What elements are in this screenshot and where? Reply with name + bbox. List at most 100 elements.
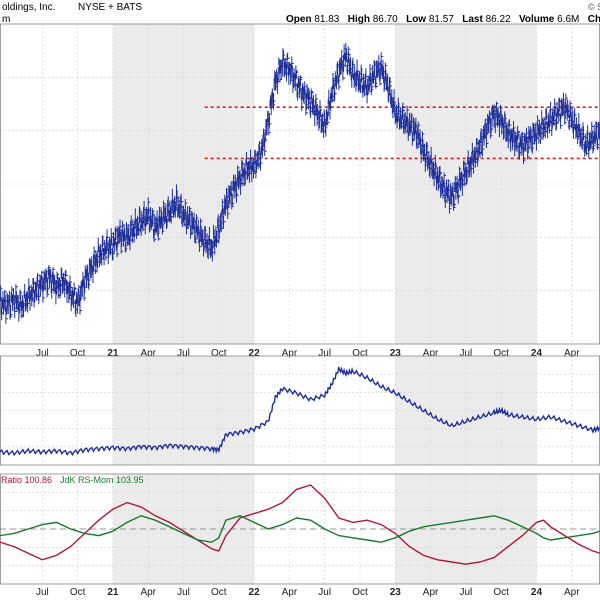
price-bar — [120, 240, 124, 254]
price-bar — [504, 114, 508, 125]
price-bar — [470, 160, 474, 178]
price-xtick-0: Jul — [36, 348, 49, 359]
price-bar — [593, 135, 596, 151]
price-bar — [291, 56, 294, 68]
rrg-xtick-1: Oct — [70, 587, 86, 598]
price-bar — [352, 57, 355, 73]
rrg-xtick-9: Oct — [352, 587, 368, 598]
price-bar — [264, 138, 267, 156]
price-bar — [227, 199, 231, 209]
price-bar — [521, 131, 525, 143]
rs-momentum-line — [0, 515, 600, 543]
quote-low: Low 81.57 — [406, 14, 454, 25]
price-bar — [295, 65, 298, 80]
price-bar — [318, 110, 322, 129]
exchange-label: NYSE + BATS — [78, 2, 143, 13]
price-bar — [180, 193, 184, 211]
quote-strip: Open 81.83 High 86.70 Low 81.57 Last 86.… — [286, 14, 600, 25]
price-xtick-8: Jul — [318, 348, 331, 359]
price-bar — [116, 241, 120, 258]
price-bar — [37, 273, 40, 285]
price-bar — [380, 52, 384, 70]
price-bar — [495, 101, 499, 112]
price-bar — [237, 165, 240, 180]
rrg-xtick-4: Jul — [177, 587, 190, 598]
price-bar — [537, 115, 540, 127]
price-bar — [457, 188, 461, 204]
quote-change: Chg + — [587, 14, 600, 25]
price-bar — [290, 68, 293, 85]
price-bar — [480, 128, 484, 140]
relative-strength-line — [0, 366, 600, 457]
price-bar — [0, 285, 3, 301]
price-bar — [83, 285, 87, 301]
price-bar — [453, 195, 457, 208]
price-bar — [347, 46, 351, 64]
price-bar — [555, 112, 559, 130]
price-bar — [402, 102, 405, 120]
price-bar — [287, 52, 290, 60]
price-bar — [225, 187, 229, 199]
price-bar — [375, 76, 378, 89]
header-subtitle: m — [2, 14, 11, 25]
price-bar — [224, 199, 228, 216]
price-bar — [420, 150, 424, 164]
price-bar — [42, 285, 45, 303]
price-bar — [300, 75, 303, 86]
price-bar — [570, 105, 573, 118]
price-bar — [220, 217, 224, 232]
price-bar — [523, 147, 526, 165]
price-bar — [147, 197, 151, 215]
price-bar — [389, 76, 392, 94]
price-bar — [161, 225, 165, 235]
price-bar — [443, 172, 447, 187]
price-bar — [368, 84, 371, 93]
price-bar — [227, 202, 230, 219]
price-xtick-9: Oct — [352, 348, 368, 359]
price-bar — [587, 125, 590, 142]
price-bar — [153, 229, 157, 242]
rrg-xtick-0: Jul — [36, 587, 49, 598]
price-bar — [211, 246, 215, 262]
rrg-xtick-7: Apr — [282, 587, 298, 598]
price-xtick-12: Jul — [459, 348, 472, 359]
price-bar — [260, 154, 263, 171]
price-bar — [38, 288, 41, 305]
price-bar — [231, 194, 235, 207]
price-bar — [430, 146, 434, 164]
price-xtick-15: Apr — [564, 348, 580, 359]
price-bar — [379, 76, 382, 86]
price-bar — [410, 112, 414, 128]
quote-open: Open 81.83 — [286, 14, 340, 25]
price-bar — [279, 65, 282, 83]
price-bar — [574, 107, 577, 123]
price-xtick-14: 24 — [531, 348, 543, 359]
price-bar — [46, 280, 50, 298]
price-bar — [311, 91, 314, 99]
price-bar — [80, 285, 83, 302]
price-bar — [590, 141, 593, 150]
price-bar — [484, 118, 488, 126]
rrg-xtick-6: 22 — [249, 587, 261, 598]
price-bar — [68, 287, 71, 304]
price-bar — [202, 228, 205, 246]
price-bar — [485, 130, 489, 148]
price-bar — [465, 162, 468, 175]
price-bar — [5, 308, 8, 324]
chart-header: oldings, Inc. NYSE + BATS m © S Open 81.… — [2, 2, 600, 26]
price-bar — [221, 199, 225, 214]
price-bar — [304, 81, 307, 96]
rrg-xtick-13: Oct — [493, 587, 509, 598]
rrg-xtick-2: 21 — [107, 587, 119, 598]
price-xtick-4: Jul — [177, 348, 190, 359]
price-bar — [65, 269, 68, 277]
quote-high: High 86.70 — [347, 14, 398, 25]
price-bar — [447, 179, 451, 191]
price-bar — [88, 272, 91, 290]
rrg-xtick-8: Jul — [318, 587, 331, 598]
price-bar — [15, 284, 18, 299]
price-bar — [261, 140, 265, 159]
price-bar — [48, 265, 51, 279]
price-bar — [142, 221, 145, 232]
price-bar — [591, 121, 594, 139]
